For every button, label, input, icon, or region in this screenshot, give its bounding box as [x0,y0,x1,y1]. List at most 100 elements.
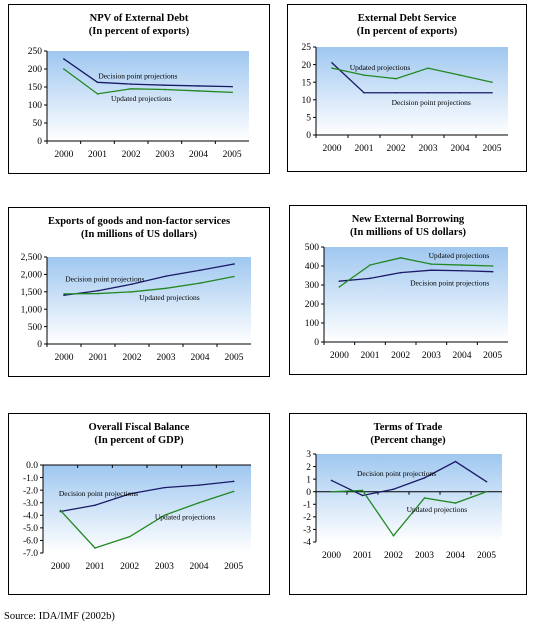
chart-svg: 0 5 10 15 20 25 2000 2001 2002 2003 2004 2005 Decisi… [302,43,508,154]
data-point [363,91,365,94]
x-tick-label: 2001 [86,562,105,572]
data-point [96,81,99,84]
data-point [399,271,402,274]
y-tick-label: -3.0 [23,499,38,509]
chart-subtitle: (In millions of US dollars) [80,229,198,240]
data-point [430,269,433,271]
data-point [63,293,65,295]
data-point [198,501,200,504]
series-label: Decision point projections [98,71,177,80]
data-point [131,283,133,285]
data-point [63,294,65,297]
data-point [63,68,65,70]
y-tick-label: 0 [306,488,311,498]
series-label: Decision point projections [65,274,144,283]
chart-svg: 0.0 -1.0 -2.0 -3.0 -4.0 -5.0 -6.0 -7.0 2000 2001 2… [23,461,251,572]
series-line [331,489,487,537]
series-label: Updated projections [429,251,490,260]
data-point [330,490,333,493]
data-point [199,269,201,272]
data-point [130,83,132,85]
data-point [361,489,364,492]
x-tick-label: 2001 [89,353,108,363]
data-point [198,484,200,486]
y-tick-label: 300 [305,281,320,291]
x-tick-label: 2003 [415,551,434,561]
series-line [63,68,233,95]
data-point [128,535,131,538]
x-tick-label: 2005 [483,351,502,361]
chart-panel: NPV of External Debt (In percent of expor… [8,4,270,174]
y-tick-label: 0 [37,340,42,350]
chart-svg: 0 100 200 300 400 500 2000 2001 2002 2003 2004 2005… [305,243,508,361]
data-point [330,479,333,482]
data-point [491,270,494,273]
plot-area [316,454,502,542]
y-tick-label: -4 [303,538,311,548]
data-point [454,460,457,463]
x-tick-label: 2000 [54,150,73,160]
data-point [369,264,371,266]
y-tick-label: 100 [28,101,43,111]
data-point [97,292,99,295]
data-point [395,77,397,80]
chart-panel: External Debt Service (In percent of expo… [287,4,527,172]
chart-title: Terms of Trade [373,422,443,433]
data-point [454,502,457,504]
y-tick-label: 0 [306,131,311,141]
plot-area [47,257,251,344]
data-point [369,277,371,280]
data-point [199,282,201,284]
data-point [485,490,488,493]
data-point [331,67,333,69]
data-point [485,480,488,483]
y-tick-label: -4.0 [23,511,38,521]
data-point [427,91,429,94]
data-point [96,93,99,95]
data-point [459,74,461,76]
y-tick-label: 500 [28,323,43,333]
y-tick-label: 2 [306,463,311,473]
x-tick-label: 2004 [453,351,472,361]
chart-panel: Overall Fiscal Balance (In percent of GDP… [8,413,270,595]
y-tick-label: -1 [303,500,311,510]
y-tick-label: 200 [28,65,43,75]
data-point [395,91,397,94]
data-point [331,62,333,64]
y-tick-label: -6.0 [23,537,38,547]
data-point [361,494,364,497]
series-line [63,275,235,295]
data-point [430,263,433,265]
y-tick-label: -7.0 [23,549,38,559]
chart-title: New External Borrowing [351,214,465,225]
x-tick-label: 2004 [446,551,465,561]
x-tick-label: 2005 [223,150,242,160]
x-tick-label: 2002 [123,353,142,363]
x-tick-label: 2005 [224,562,243,572]
y-tick-label: 1 [306,475,311,485]
chart-title: External Debt Service [357,13,457,24]
x-tick-label: 2005 [225,353,244,363]
data-point [338,286,341,288]
series-line [59,490,234,549]
x-tick-label: 2000 [322,551,341,561]
y-tick-label: -3 [303,526,311,536]
data-point [63,58,65,60]
chart-svg: 0 50 100 150 200 250 2000 2001 2002 2003 2004 2005 D… [28,47,249,160]
data-point [165,275,167,277]
series-label: Decision point projections [392,98,471,107]
y-tick-label: 50 [33,119,43,129]
x-tick-label: 2001 [353,551,372,561]
series-line [331,62,492,94]
data-point [427,67,429,69]
data-point [491,265,494,267]
data-point [423,497,426,499]
y-tick-label: 400 [305,262,320,272]
series-label: Updated projections [139,293,200,302]
x-tick-label: 2003 [157,353,176,363]
plot-area [47,51,249,141]
y-tick-label: -2.0 [23,486,38,496]
data-point [197,85,200,87]
x-tick-label: 2004 [189,150,208,160]
chart-panel: Exports of goods and non-factor services… [8,207,270,377]
